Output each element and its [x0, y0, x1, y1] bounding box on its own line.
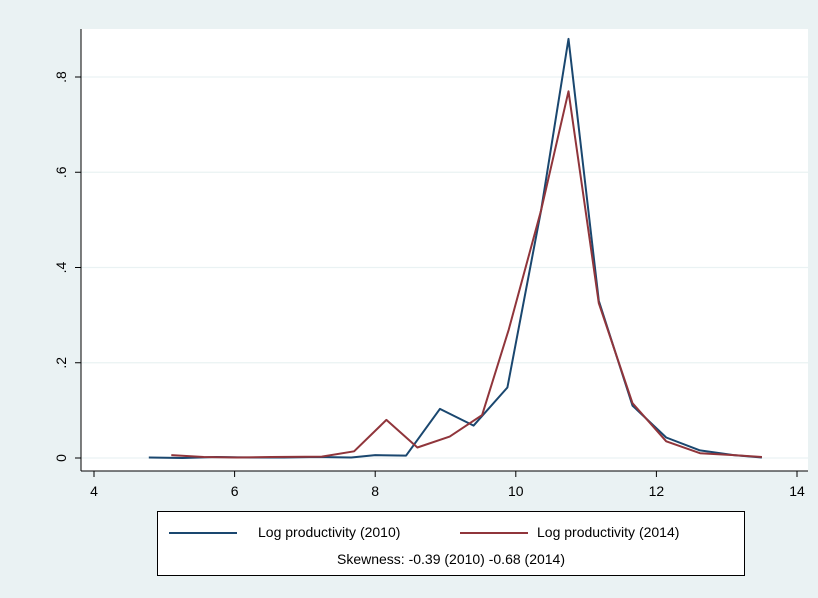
x-tick-label: 12: [649, 483, 665, 499]
axes: 0 .2 .4 .6 .8 4 6 8 10 12 14: [53, 29, 808, 499]
legend-swatch-2014: [460, 532, 528, 534]
x-tick-label: 6: [231, 483, 239, 499]
legend: Log productivity (2010) Log productivity…: [157, 511, 745, 576]
legend-label-2014: Log productivity (2014): [537, 524, 680, 540]
legend-entries: Log productivity (2010) Log productivity…: [158, 522, 744, 542]
y-tick-label: .2: [53, 357, 69, 369]
x-tick-label: 10: [508, 483, 524, 499]
skewness-note: Skewness: -0.39 (2010) -0.68 (2014): [336, 551, 565, 567]
plot-area: [81, 29, 808, 471]
y-tick-label: .8: [53, 71, 69, 83]
x-tick-label: 8: [371, 483, 379, 499]
x-tick-label: 14: [789, 483, 805, 499]
y-tick-label: .4: [53, 261, 69, 273]
legend-label-2010: Log productivity (2010): [258, 524, 401, 540]
series-lines: [148, 37, 762, 459]
x-tick-label: 4: [90, 483, 98, 499]
grid-lines: [81, 76, 808, 459]
series-line-2014: [171, 90, 762, 459]
y-tick-label: .6: [53, 166, 69, 178]
legend-swatch-2010: [169, 532, 237, 534]
y-tick-label: 0: [53, 454, 69, 462]
